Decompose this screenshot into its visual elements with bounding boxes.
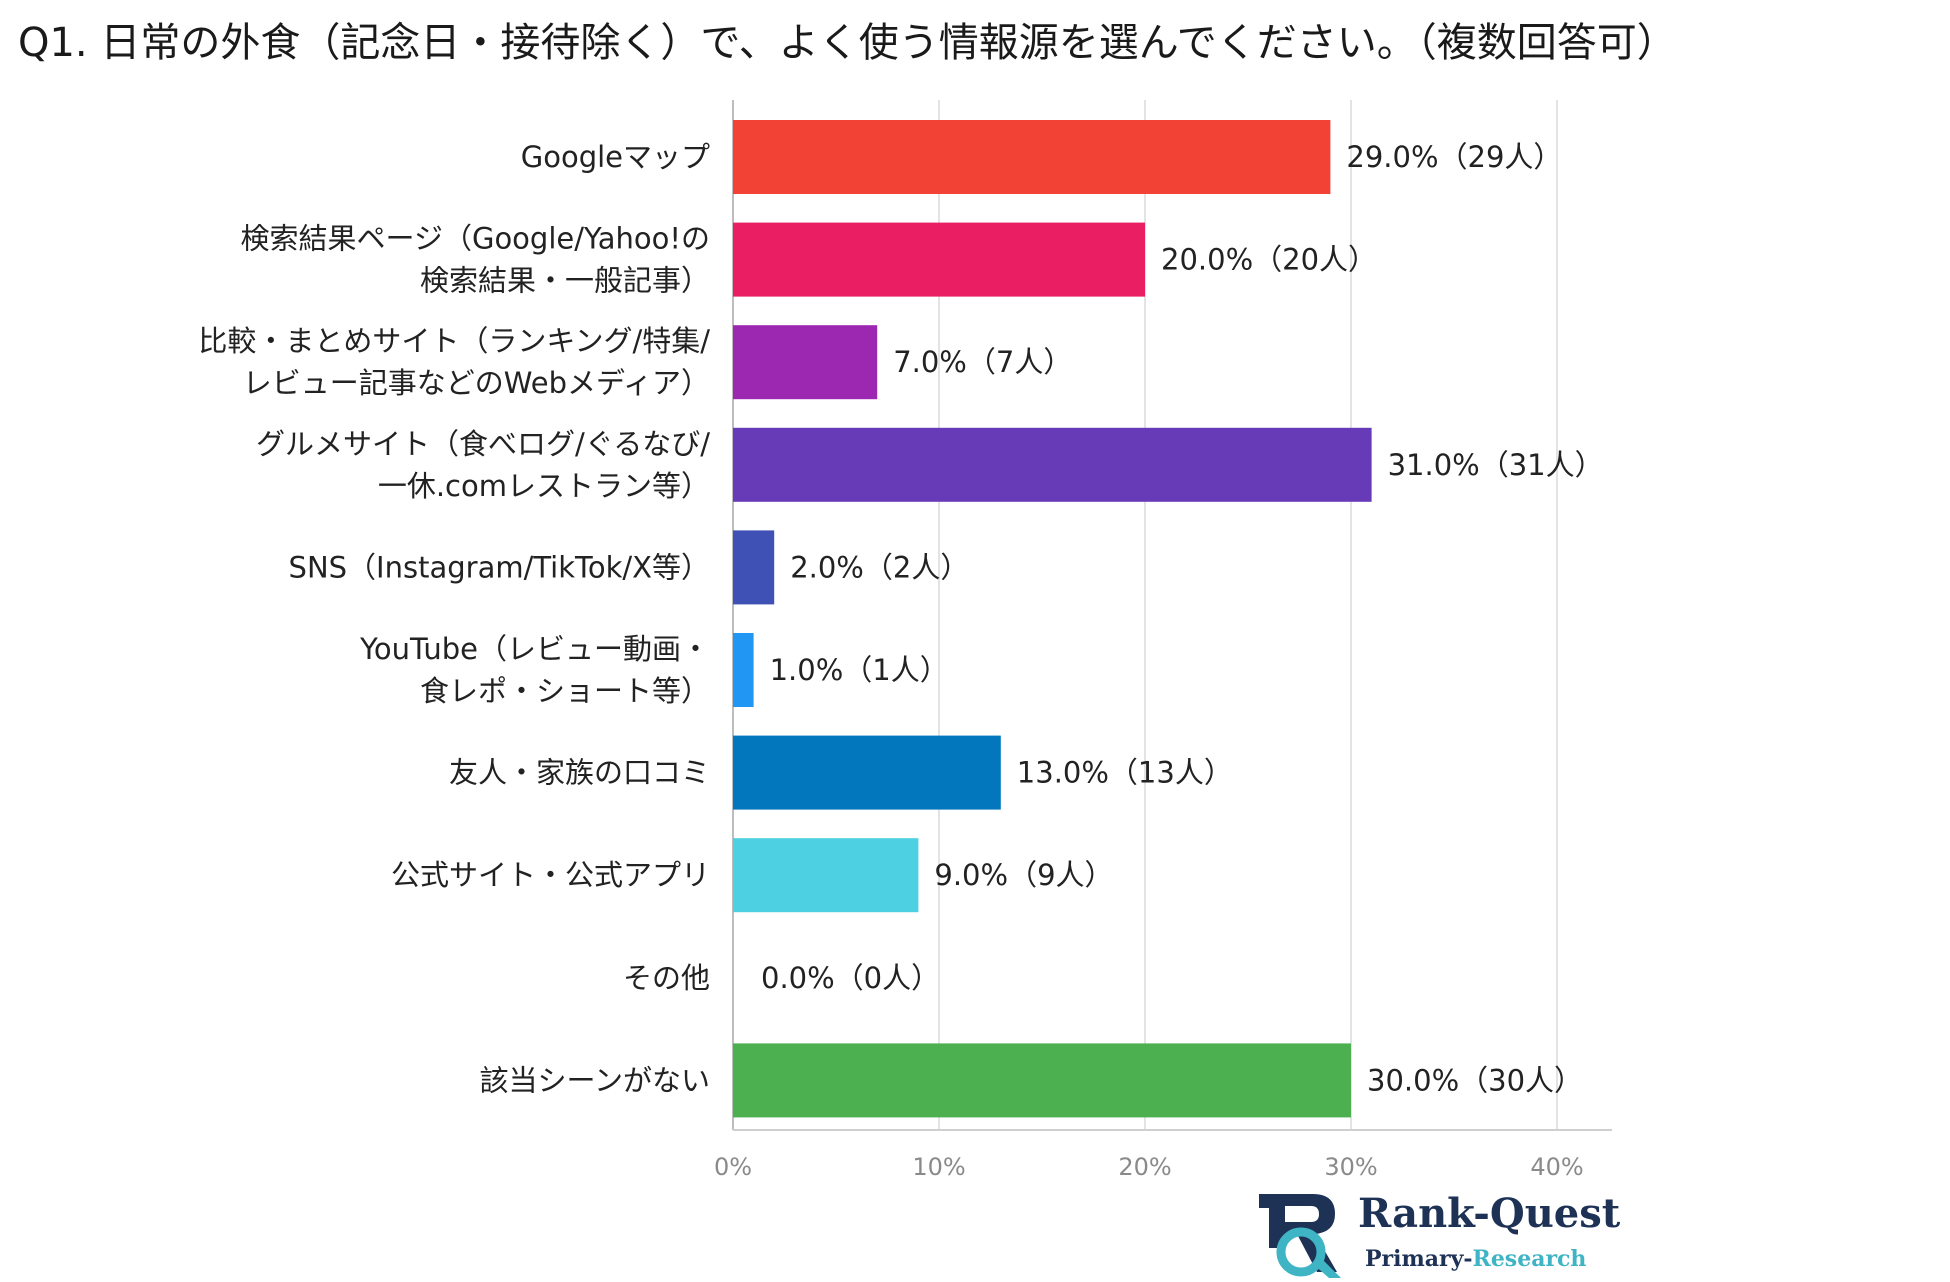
value-label: 1.0%（1人） (770, 653, 949, 687)
bars (733, 120, 1372, 1118)
category-label: レビュー記事などのWebメディア） (243, 366, 710, 400)
value-label: 29.0%（29人） (1346, 140, 1562, 174)
value-label: 30.0%（30人） (1367, 1063, 1583, 1097)
bar (733, 1043, 1351, 1118)
x-tick-label: 0% (714, 1153, 752, 1181)
category-label: YouTube（レビュー動画・ (359, 632, 710, 666)
category-label: 友人・家族の口コミ (449, 756, 710, 790)
category-label: その他 (623, 961, 710, 995)
logo-subtitle: Primary-Research (1365, 1246, 1586, 1272)
value-label: 13.0%（13人） (1017, 756, 1233, 790)
category-label: 検索結果・一般記事） (420, 264, 710, 298)
bar (733, 530, 775, 605)
logo-name: Rank-Quest (1358, 1190, 1621, 1237)
category-label: 一休.comレストラン等） (378, 469, 710, 503)
bar (733, 120, 1331, 194)
rq-monogram-icon (1259, 1194, 1341, 1278)
value-label: 31.0%（31人） (1388, 448, 1604, 482)
value-labels: 29.0%（29人） 20.0%（20人） 7.0%（7人） 31.0%（31人） 2.… (761, 140, 1604, 1097)
category-labels: Googleマップ検索結果ページ（Google/Yahoo!の検索結果・一般記事… (198, 140, 710, 1097)
category-label: SNS（Instagram/TikTok/X等） (289, 550, 710, 584)
x-tick-label: 10% (912, 1153, 965, 1181)
value-label: 20.0%（20人） (1161, 243, 1377, 277)
logo-sub-primary: Primary- (1365, 1246, 1473, 1272)
category-label: 該当シーンがない (479, 1063, 710, 1097)
category-label: 公式サイト・公式アプリ (391, 858, 710, 892)
bar (733, 838, 919, 913)
bar (733, 325, 878, 400)
value-label: 2.0%（2人） (790, 550, 969, 584)
x-axis-ticks: 0% 10% 20% 30% 40% (714, 1153, 1584, 1181)
rank-quest-logo: Rank-Quest Primary-Research (1255, 1188, 1635, 1278)
x-tick-label: 40% (1530, 1153, 1583, 1181)
value-label: 7.0%（7人） (893, 345, 1072, 379)
x-tick-label: 20% (1118, 1153, 1171, 1181)
bar (733, 222, 1145, 297)
category-label: Googleマップ (521, 140, 710, 174)
bar (733, 427, 1372, 502)
logo-sub-research: Research (1472, 1246, 1587, 1272)
category-label: グルメサイト（食べログ/ぐるなび/ (256, 427, 710, 461)
category-label: 検索結果ページ（Google/Yahoo!の (241, 222, 710, 256)
category-label: 比較・まとめサイト（ランキング/特集/ (198, 324, 710, 358)
bar (733, 633, 754, 707)
x-tick-label: 30% (1324, 1153, 1377, 1181)
category-label: 食レポ・ショート等） (420, 674, 710, 708)
value-label: 9.0%（9人） (934, 858, 1113, 892)
bar (733, 735, 1001, 810)
value-label: 0.0%（0人） (761, 961, 940, 995)
chart-title: Q1. 日常の外食（記念日・接待除く）で、よく使う情報源を選んでください。（複数… (18, 20, 1677, 66)
